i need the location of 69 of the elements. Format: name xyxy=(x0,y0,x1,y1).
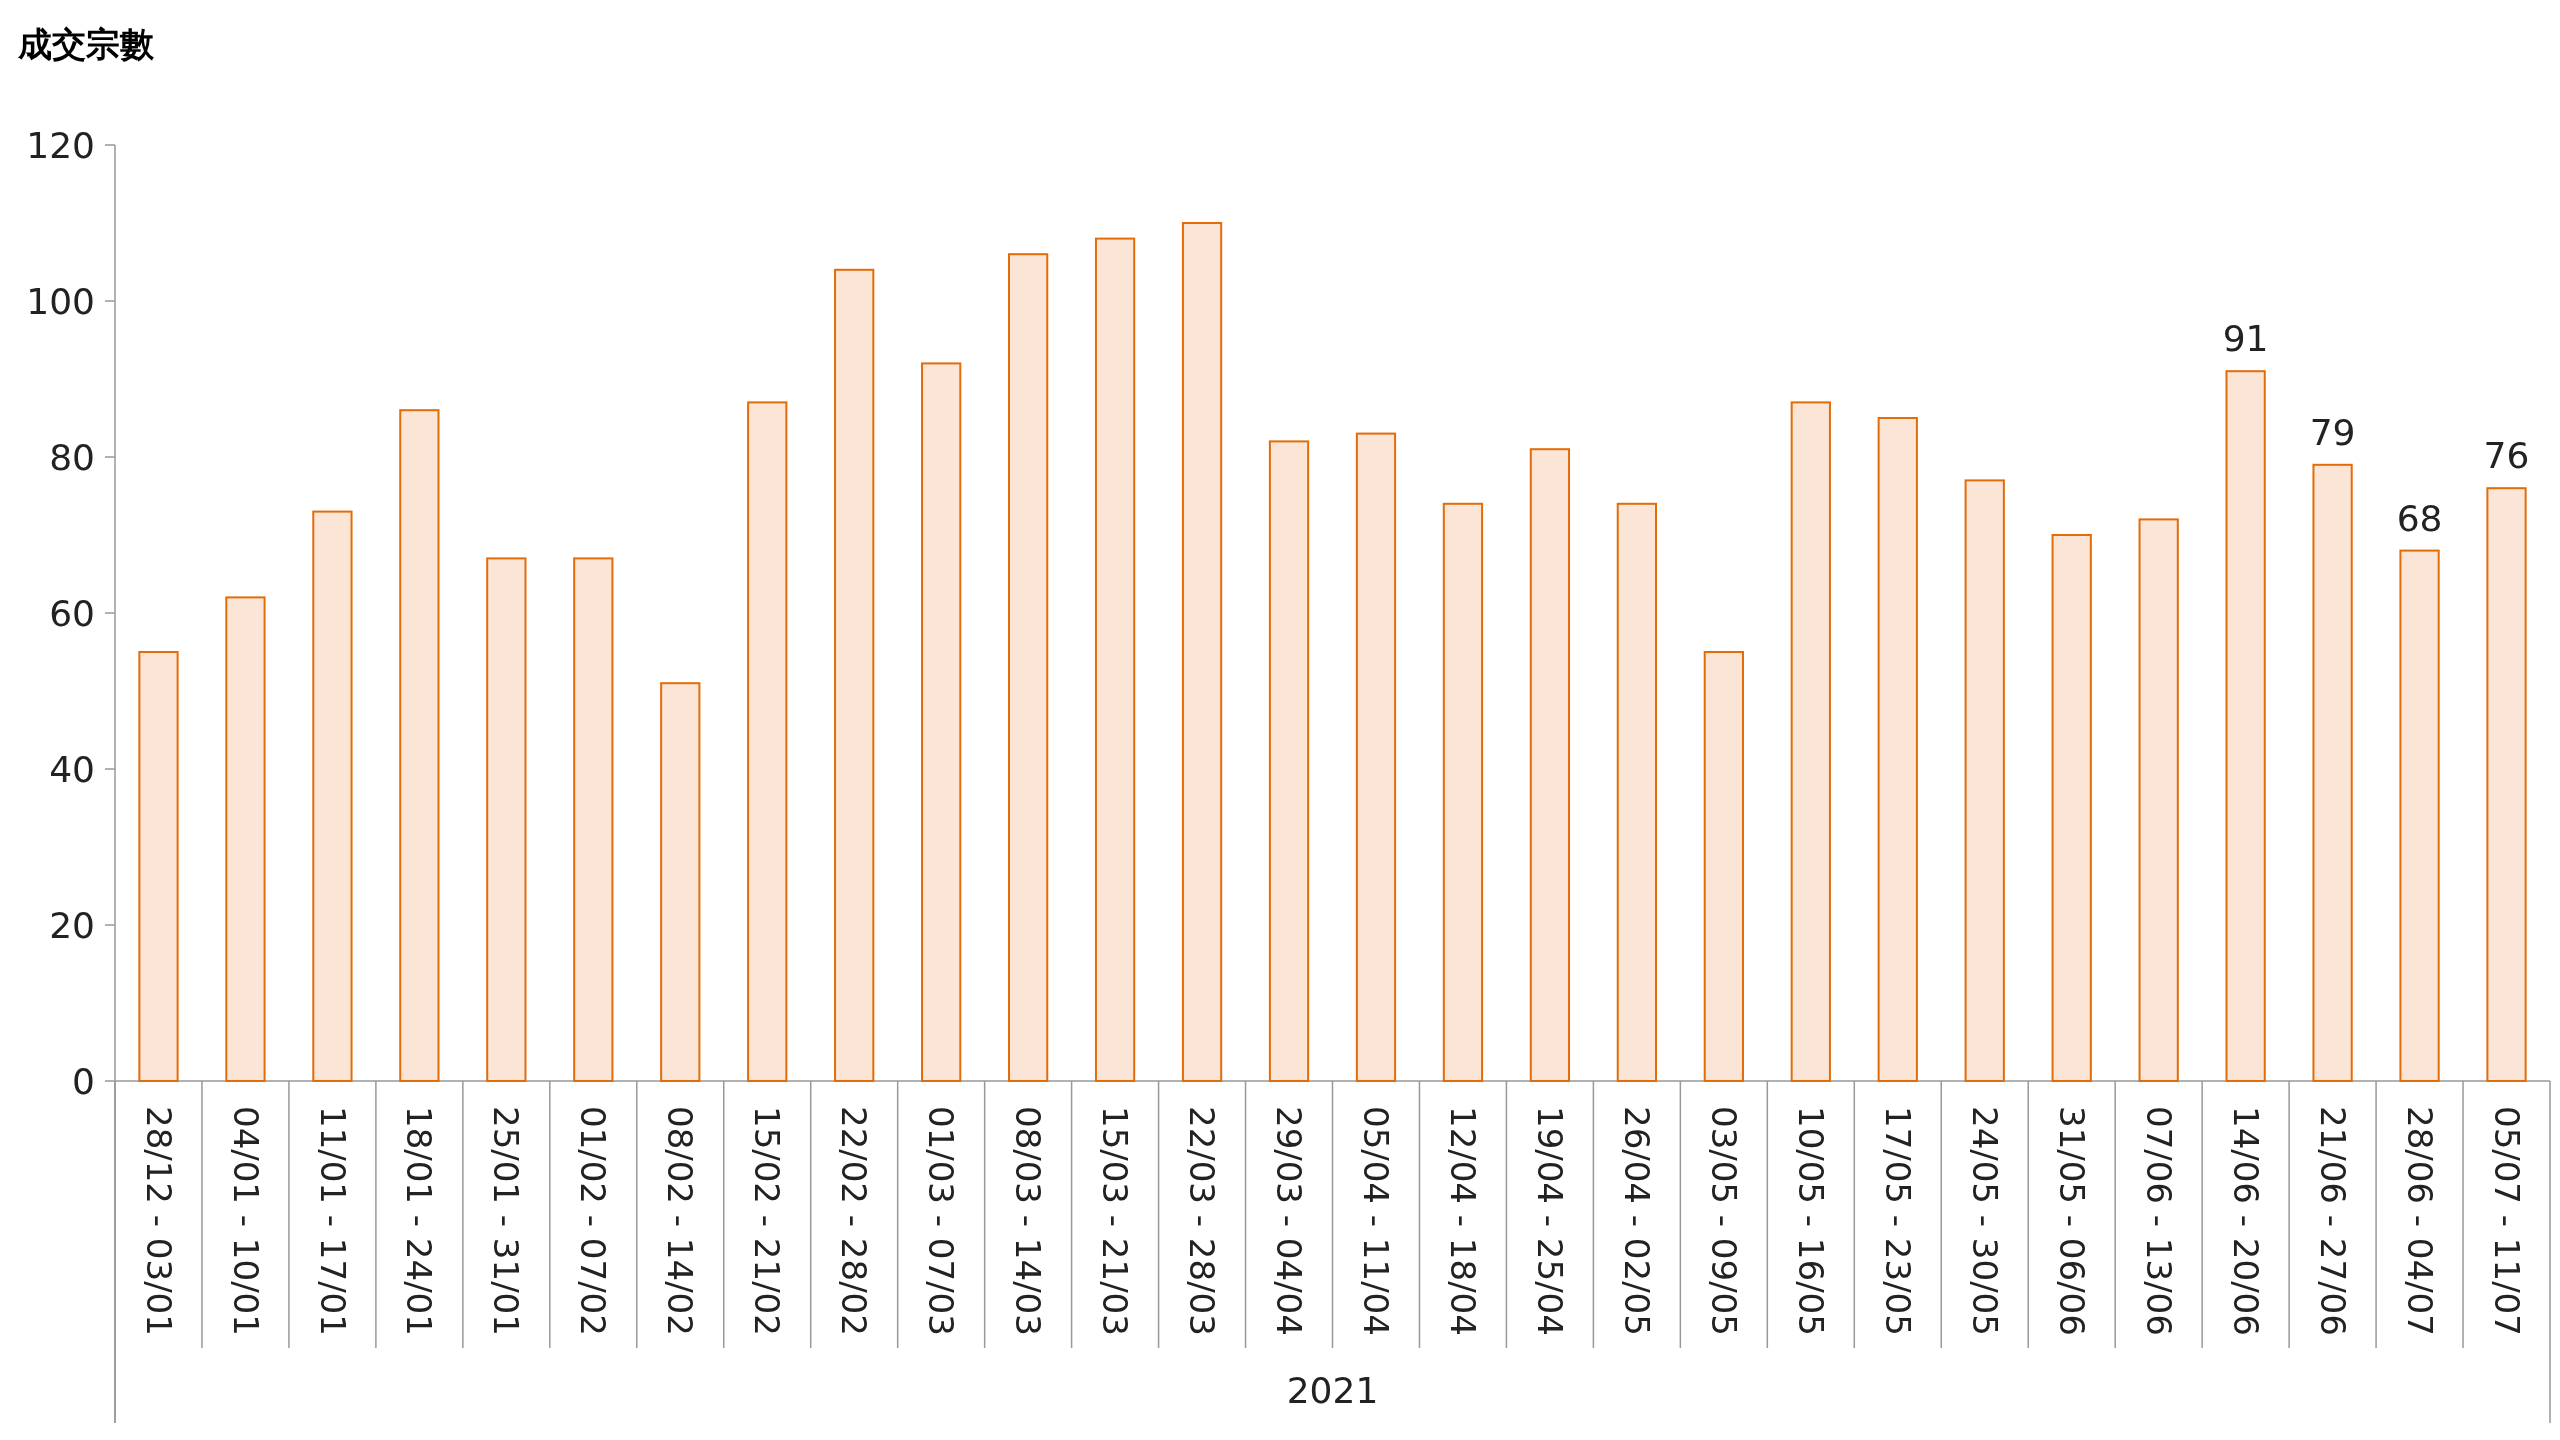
bar xyxy=(312,510,353,1082)
bar xyxy=(486,557,527,1082)
bar xyxy=(2138,518,2179,1082)
data-label: 76 xyxy=(2483,435,2530,477)
x-tick-label: 22/02 - 28/02 xyxy=(834,1106,875,1336)
bar xyxy=(1616,502,1657,1082)
data-label: 91 xyxy=(2222,318,2269,360)
y-tick-label: 120 xyxy=(26,124,95,166)
x-tick-label: 10/05 - 16/05 xyxy=(1790,1106,1831,1336)
bar xyxy=(1877,417,1918,1082)
data-label: 79 xyxy=(2309,411,2356,453)
x-tick-label: 03/05 - 09/05 xyxy=(1703,1106,1744,1336)
x-tick-label: 26/04 - 02/05 xyxy=(1616,1106,1657,1336)
x-tick-label: 24/05 - 30/05 xyxy=(1964,1106,2005,1336)
y-tick-label: 100 xyxy=(26,280,95,322)
bar xyxy=(573,557,614,1082)
bar xyxy=(138,651,179,1082)
y-tick-label: 80 xyxy=(49,436,95,478)
bar xyxy=(1964,479,2005,1082)
y-tick-label: 20 xyxy=(49,904,95,946)
x-tick-label: 08/03 - 14/03 xyxy=(1008,1106,1049,1336)
x-tick-label: 05/04 - 11/04 xyxy=(1356,1106,1397,1336)
y-tick-label: 0 xyxy=(72,1060,95,1102)
data-label: 68 xyxy=(2396,497,2443,539)
x-tick-label: 25/01 - 31/01 xyxy=(486,1106,527,1336)
x-tick-label: 12/04 - 18/04 xyxy=(1443,1106,1484,1336)
x-tick-label: 01/02 - 07/02 xyxy=(573,1106,614,1336)
bar xyxy=(1790,401,1831,1082)
x-tick-label: 07/06 - 13/06 xyxy=(2138,1106,2179,1336)
bar xyxy=(1355,432,1397,1082)
bar xyxy=(1268,440,1310,1082)
x-tick-label: 15/02 - 21/02 xyxy=(747,1106,788,1336)
x-tick-label: 29/03 - 04/04 xyxy=(1269,1106,1310,1336)
x-tick-label: 18/01 - 24/01 xyxy=(399,1106,440,1336)
bar xyxy=(1442,502,1484,1082)
bar xyxy=(660,682,701,1082)
bar xyxy=(2399,549,2440,1082)
y-tick-label: 40 xyxy=(49,748,95,790)
x-tick-label: 14/06 - 20/06 xyxy=(2225,1106,2266,1336)
x-tick-label: 15/03 - 21/03 xyxy=(1095,1106,1136,1336)
x-tick-label: 21/06 - 27/06 xyxy=(2312,1106,2353,1336)
bar xyxy=(225,596,266,1082)
x-tick-label: 11/01 - 17/01 xyxy=(312,1106,353,1336)
bar xyxy=(747,401,788,1082)
bar xyxy=(2225,370,2266,1082)
bar xyxy=(834,268,875,1082)
bar xyxy=(399,409,440,1082)
y-tick-label: 60 xyxy=(49,592,95,634)
x-axis-title: 2021 xyxy=(1286,1370,1379,1411)
bar xyxy=(1529,448,1571,1082)
x-tick-label: 31/05 - 06/06 xyxy=(2051,1106,2092,1336)
x-tick-label: 08/02 - 14/02 xyxy=(660,1106,701,1336)
bar xyxy=(2312,463,2353,1082)
x-tick-label: 05/07 - 11/07 xyxy=(2486,1106,2527,1336)
x-tick-label: 28/06 - 04/07 xyxy=(2399,1106,2440,1336)
y-axis-title: 成交宗數 xyxy=(17,24,155,64)
bar xyxy=(1094,237,1136,1082)
x-tick-label: 17/05 - 23/05 xyxy=(1877,1106,1918,1336)
x-tick-label: 01/03 - 07/03 xyxy=(921,1106,962,1336)
bar xyxy=(921,362,962,1082)
bar xyxy=(1703,651,1744,1082)
bar xyxy=(1181,222,1223,1082)
x-tick-label: 19/04 - 25/04 xyxy=(1530,1106,1571,1336)
x-tick-label: 04/01 - 10/01 xyxy=(225,1106,266,1336)
bar xyxy=(2051,534,2092,1082)
x-tick-label: 22/03 - 28/03 xyxy=(1182,1106,1223,1336)
bar xyxy=(1007,253,1049,1082)
bar xyxy=(2486,487,2527,1082)
x-tick-label: 28/12 - 03/01 xyxy=(138,1106,179,1336)
